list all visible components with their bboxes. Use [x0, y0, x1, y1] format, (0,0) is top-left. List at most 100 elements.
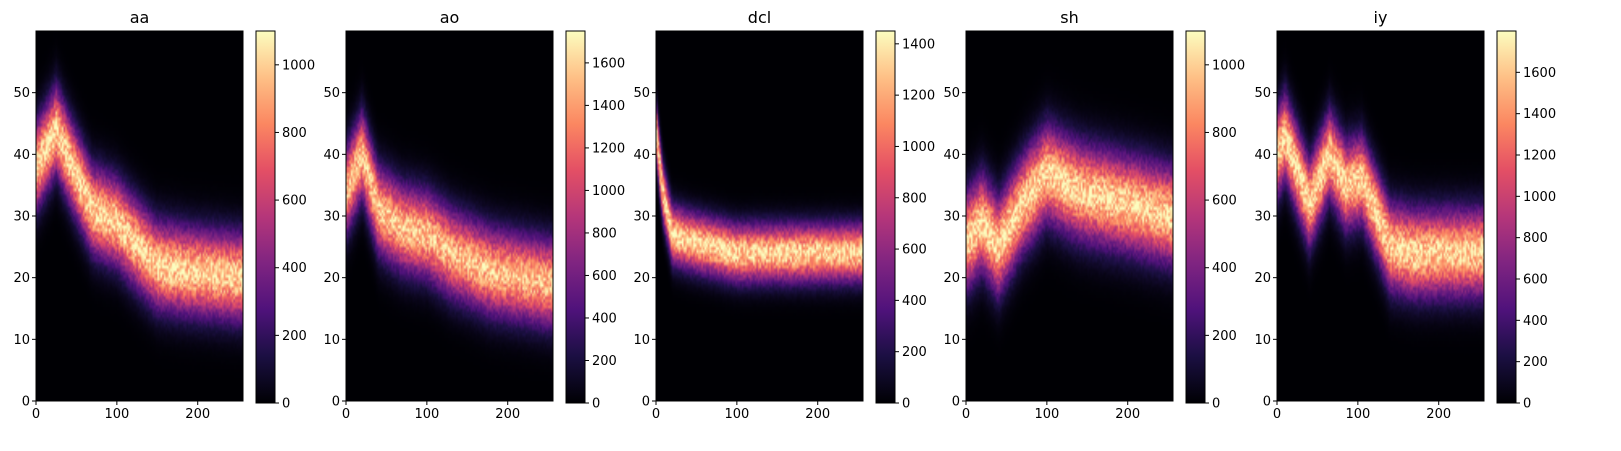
colorbar-tick-label: 200 [1212, 329, 1237, 344]
colorbar-tick-label: 800 [282, 126, 307, 141]
colorbar-tick-label: 400 [282, 261, 307, 276]
y-tick-label: 20 [323, 271, 340, 286]
subplot-title: aa [130, 8, 150, 27]
colorbar-tick-label: 1200 [592, 141, 625, 156]
colorbar-tick-label: 1200 [1523, 149, 1556, 164]
y-tick-label: 10 [943, 333, 960, 348]
colorbar-tick-label: 400 [902, 294, 927, 309]
y-tick-label: 30 [1254, 210, 1271, 225]
subplot-title: dcl [748, 8, 771, 27]
y-tick-label: 20 [943, 271, 960, 286]
subplot-title: sh [1060, 8, 1078, 27]
y-tick-label: 30 [13, 210, 30, 225]
colorbar-tick-label: 1000 [1212, 58, 1245, 73]
y-tick-label: 50 [323, 86, 340, 101]
heatmap-image [1277, 31, 1484, 401]
y-tick-label: 40 [13, 148, 30, 163]
y-tick-label: 0 [332, 395, 340, 410]
colorbar [1496, 30, 1517, 404]
colorbar-tick-label: 1000 [902, 140, 935, 155]
y-tick-label: 30 [943, 210, 960, 225]
colorbar-tick-label: 600 [1523, 273, 1548, 288]
colorbar [875, 30, 896, 404]
y-tick-label: 10 [323, 333, 340, 348]
x-tick-label: 100 [724, 407, 749, 422]
colorbar [565, 30, 586, 404]
colorbar-tick-label: 200 [1523, 355, 1548, 370]
y-tick-label: 40 [1254, 148, 1271, 163]
y-tick-label: 50 [633, 86, 650, 101]
colorbar-tick-label: 400 [1212, 261, 1237, 276]
x-tick-label: 0 [32, 407, 40, 422]
y-tick-label: 10 [1254, 333, 1271, 348]
y-tick-label: 10 [633, 333, 650, 348]
colorbar-tick-label: 400 [592, 311, 617, 326]
y-tick-label: 20 [13, 271, 30, 286]
y-tick-label: 50 [943, 86, 960, 101]
subplot-aa: aa 0 100 200 0 10 20 30 40 50 0 200 400 600 800 1000 [13, 8, 315, 422]
y-tick-label: 20 [1254, 271, 1271, 286]
colorbar-tick-label: 200 [592, 354, 617, 369]
y-tick-label: 30 [633, 210, 650, 225]
colorbar-tick-label: 800 [902, 191, 927, 206]
heatmap-image [966, 31, 1173, 401]
x-tick-label: 0 [1273, 407, 1281, 422]
colorbar-tick-label: 1600 [592, 56, 625, 71]
colorbar-tick-label: 0 [592, 397, 600, 412]
x-tick-label: 0 [342, 407, 350, 422]
y-tick-label: 40 [323, 148, 340, 163]
y-tick-label: 20 [633, 271, 650, 286]
x-tick-label: 0 [652, 407, 660, 422]
colorbar-tick-label: 600 [1212, 194, 1237, 209]
colorbar-tick-label: 600 [282, 194, 307, 209]
y-tick-label: 30 [323, 210, 340, 225]
y-tick-label: 0 [22, 395, 30, 410]
x-tick-label: 100 [104, 407, 129, 422]
heatmap-image [346, 31, 553, 401]
colorbar [255, 30, 276, 404]
subplot-ao: ao 0 100 200 0 10 20 30 40 50 0 200 400 600 800 1000 120… [323, 8, 625, 422]
subplot-iy: iy 0 100 200 0 10 20 30 40 50 0 200 400 600 800 1000 120… [1254, 8, 1556, 422]
colorbar-tick-label: 1200 [902, 89, 935, 104]
colorbar-tick-label: 600 [592, 269, 617, 284]
x-tick-label: 0 [962, 407, 970, 422]
x-tick-label: 200 [805, 407, 830, 422]
colorbar-tick-label: 800 [592, 226, 617, 241]
y-tick-label: 50 [1254, 86, 1271, 101]
colorbar-tick-label: 0 [282, 397, 290, 412]
colorbar-tick-label: 800 [1212, 126, 1237, 141]
colorbar-tick-label: 1000 [592, 184, 625, 199]
colorbar-tick-label: 600 [902, 243, 927, 258]
x-tick-label: 100 [414, 407, 439, 422]
colorbar-tick-label: 200 [282, 329, 307, 344]
colorbar-tick-label: 400 [1523, 314, 1548, 329]
subplot-sh: sh 0 100 200 0 10 20 30 40 50 0 200 400 600 800 1000 [943, 8, 1245, 422]
x-tick-label: 200 [1115, 407, 1140, 422]
colorbar-tick-label: 1400 [902, 37, 935, 52]
heatmap-image [36, 31, 243, 401]
heatmap-image [656, 31, 863, 401]
y-tick-label: 0 [952, 395, 960, 410]
y-tick-label: 50 [13, 86, 30, 101]
y-tick-label: 40 [943, 148, 960, 163]
y-tick-label: 10 [13, 333, 30, 348]
colorbar-tick-label: 200 [902, 345, 927, 360]
x-tick-label: 200 [1426, 407, 1451, 422]
colorbar-tick-label: 1600 [1523, 66, 1556, 81]
y-tick-label: 0 [642, 395, 650, 410]
y-tick-label: 40 [633, 148, 650, 163]
y-tick-label: 0 [1263, 395, 1271, 410]
x-tick-label: 100 [1034, 407, 1059, 422]
subplot-dcl: dcl 0 100 200 0 10 20 30 40 50 0 200 400 600 800 1000 12… [633, 8, 935, 422]
colorbar-tick-label: 0 [1212, 397, 1220, 412]
subplot-title: ao [440, 8, 460, 27]
colorbar-tick-label: 1400 [592, 99, 625, 114]
colorbar-tick-label: 0 [1523, 397, 1531, 412]
colorbar-tick-label: 800 [1523, 231, 1548, 246]
x-tick-label: 100 [1345, 407, 1370, 422]
colorbar-tick-label: 1400 [1523, 107, 1556, 122]
subplot-title: iy [1374, 8, 1388, 27]
colorbar-tick-label: 0 [902, 397, 910, 412]
colorbar-tick-label: 1000 [282, 58, 315, 73]
